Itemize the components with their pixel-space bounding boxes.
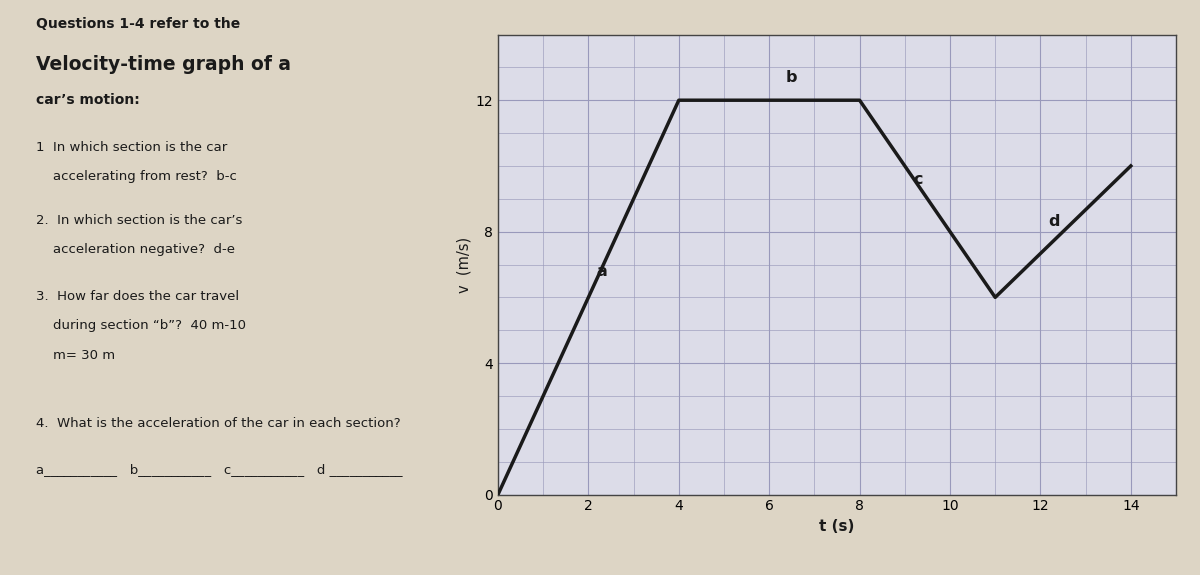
Text: during section “b”?  40 m-10: during section “b”? 40 m-10 [36, 319, 246, 332]
Text: 4.  What is the acceleration of the car in each section?: 4. What is the acceleration of the car i… [36, 417, 401, 430]
Text: b: b [786, 70, 798, 85]
Text: a: a [596, 263, 607, 278]
Text: car’s motion:: car’s motion: [36, 93, 140, 107]
Text: Velocity-time graph of a: Velocity-time graph of a [36, 55, 292, 74]
Text: 3.  How far does the car travel: 3. How far does the car travel [36, 290, 239, 304]
X-axis label: t (s): t (s) [820, 519, 854, 534]
Text: acceleration negative?  d-e: acceleration negative? d-e [36, 243, 235, 256]
Text: a___________   b___________   c___________   d ___________: a___________ b___________ c___________ d… [36, 463, 403, 476]
Text: m= 30 m: m= 30 m [36, 349, 115, 362]
Y-axis label: v  (m/s): v (m/s) [456, 236, 472, 293]
Text: c: c [913, 171, 923, 186]
Text: d: d [1049, 214, 1060, 229]
Text: 1  In which section is the car: 1 In which section is the car [36, 141, 227, 154]
Text: Questions 1-4 refer to the: Questions 1-4 refer to the [36, 17, 240, 31]
Text: accelerating from rest?  b-c: accelerating from rest? b-c [36, 170, 236, 183]
Text: 2.  In which section is the car’s: 2. In which section is the car’s [36, 214, 242, 227]
